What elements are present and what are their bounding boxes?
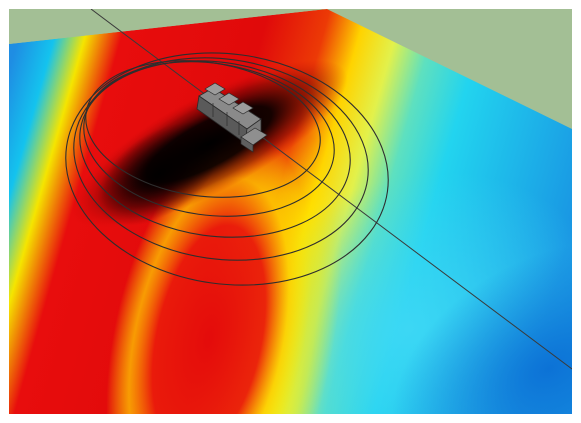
iso-ring [73, 57, 369, 261]
axis-line [90, 9, 572, 370]
field-plot [9, 9, 572, 414]
iso-ring [65, 52, 389, 286]
iso-ring [85, 60, 321, 198]
simulation-render [9, 9, 572, 414]
building-model-icon [196, 82, 268, 153]
sky-corner [327, 9, 572, 127]
iso-ring [79, 60, 351, 238]
iso-rings [65, 52, 389, 286]
